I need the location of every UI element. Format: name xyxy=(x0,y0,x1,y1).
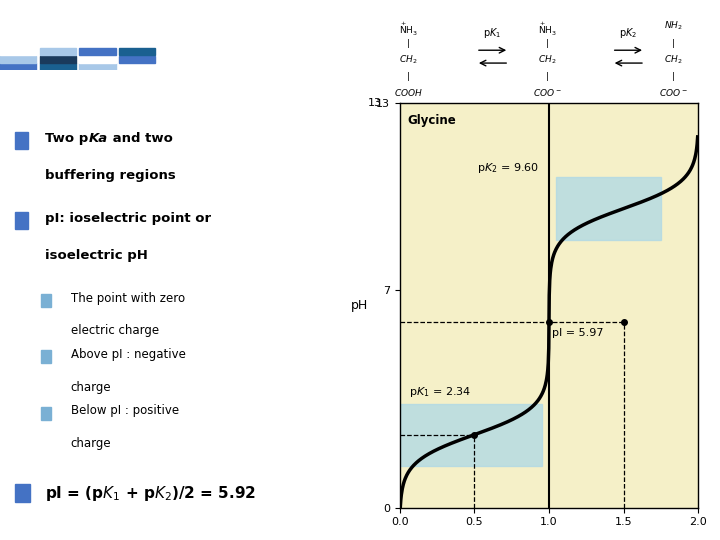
Text: p$K_2$ = 9.60: p$K_2$ = 9.60 xyxy=(477,161,539,175)
Text: $COO^-$: $COO^-$ xyxy=(533,86,562,98)
Bar xyxy=(41,407,51,420)
Bar xyxy=(40,56,76,63)
Text: The point with zero: The point with zero xyxy=(71,292,185,305)
Text: p$K_1$ = 2.34: p$K_1$ = 2.34 xyxy=(408,386,471,400)
Text: Above pI : negative: Above pI : negative xyxy=(71,348,186,361)
Text: 13: 13 xyxy=(368,98,382,107)
Text: Ka: Ka xyxy=(89,132,108,145)
Bar xyxy=(41,294,51,307)
Text: buffering regions: buffering regions xyxy=(45,170,176,183)
Bar xyxy=(40,49,76,55)
Text: $|$: $|$ xyxy=(545,37,549,50)
Bar xyxy=(119,49,156,55)
Bar xyxy=(40,63,76,70)
Text: Two p: Two p xyxy=(45,132,88,145)
Text: $COOH$: $COOH$ xyxy=(394,86,423,98)
Text: p$K_1$: p$K_1$ xyxy=(483,26,502,40)
Text: $CH_2$: $CH_2$ xyxy=(664,53,683,66)
Bar xyxy=(79,56,116,63)
Text: p$K_2$: p$K_2$ xyxy=(619,26,637,40)
Bar xyxy=(79,49,116,55)
Text: $CH_2$: $CH_2$ xyxy=(538,53,557,66)
Bar xyxy=(0,63,37,70)
Text: $|$: $|$ xyxy=(671,37,675,50)
Text: pI: ioselectric point or: pI: ioselectric point or xyxy=(45,212,211,225)
Text: $NH_2$: $NH_2$ xyxy=(664,20,683,32)
Text: $|$: $|$ xyxy=(406,70,410,83)
Text: and two: and two xyxy=(107,132,172,145)
Bar xyxy=(557,177,661,240)
Bar xyxy=(0,49,37,55)
Text: $|$: $|$ xyxy=(671,70,675,83)
Bar xyxy=(119,63,156,70)
Text: pI = 5.97: pI = 5.97 xyxy=(552,328,603,338)
Text: Titration of Amino Acids: Titration of Amino Acids xyxy=(208,25,512,45)
Bar xyxy=(14,132,28,149)
Text: $\mathregular{\overset{+}{N}H_3}$: $\mathregular{\overset{+}{N}H_3}$ xyxy=(538,20,557,38)
Text: $|$: $|$ xyxy=(545,70,549,83)
Text: Glycine: Glycine xyxy=(407,114,456,127)
Text: charge: charge xyxy=(71,437,112,450)
Bar xyxy=(119,56,156,63)
Bar xyxy=(79,63,116,70)
Text: isoelectric pH: isoelectric pH xyxy=(45,249,148,262)
Text: $CH_2$: $CH_2$ xyxy=(399,53,418,66)
Bar xyxy=(0,56,37,63)
Text: pI = (p$K_1$ + p$K_2$)/2 = 5.92: pI = (p$K_1$ + p$K_2$)/2 = 5.92 xyxy=(45,483,256,503)
Text: $\mathregular{\overset{+}{N}H_3}$: $\mathregular{\overset{+}{N}H_3}$ xyxy=(399,20,418,38)
Bar xyxy=(400,403,541,466)
Text: $|$: $|$ xyxy=(406,37,410,50)
Text: Below pI : positive: Below pI : positive xyxy=(71,404,179,417)
Text: charge: charge xyxy=(71,381,112,394)
Text: electric charge: electric charge xyxy=(71,325,159,338)
Bar xyxy=(41,350,51,363)
Text: $COO^-$: $COO^-$ xyxy=(659,86,688,98)
Bar xyxy=(14,484,30,502)
Y-axis label: pH: pH xyxy=(351,299,368,312)
Bar xyxy=(14,212,28,229)
